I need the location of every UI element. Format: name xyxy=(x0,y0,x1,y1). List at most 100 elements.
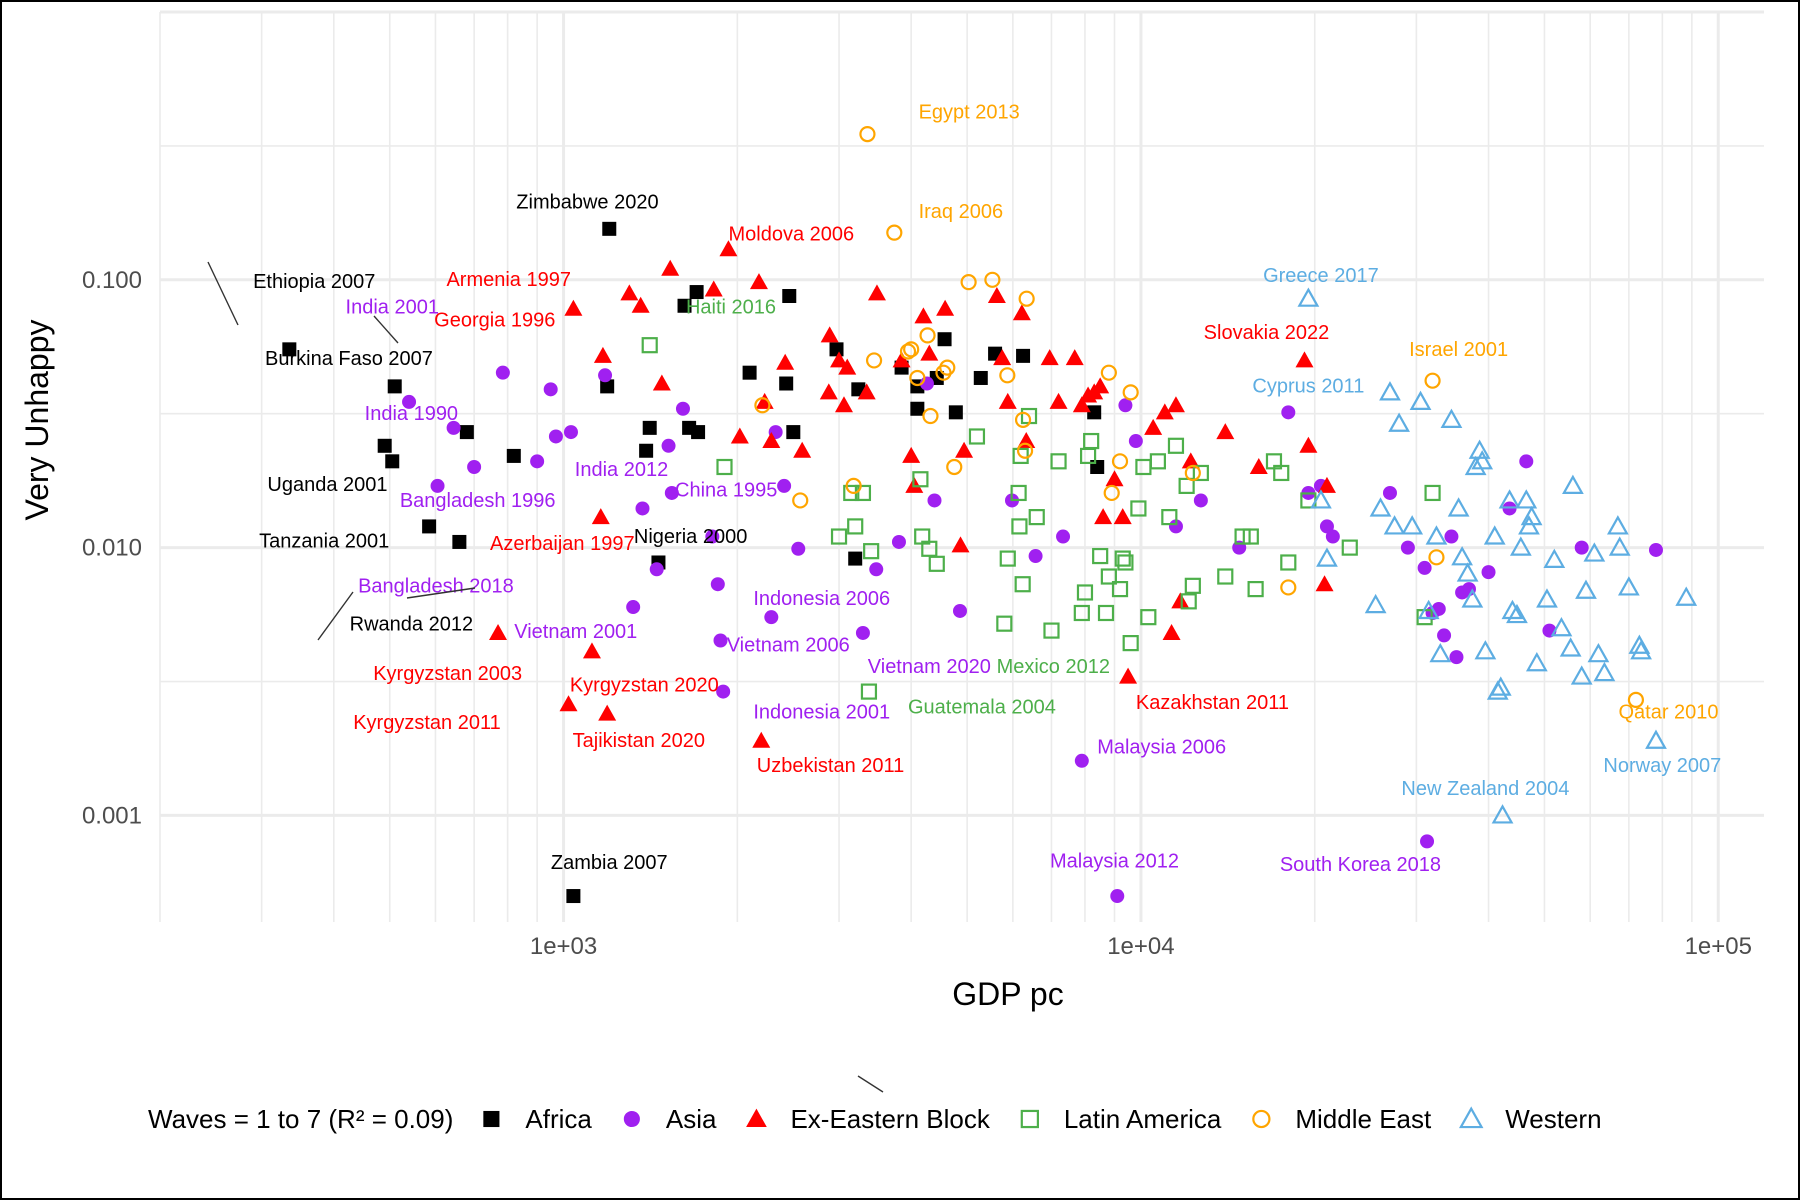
point-western xyxy=(1675,586,1698,606)
point-label: Azerbaijan 1997 xyxy=(490,533,635,555)
point-asia xyxy=(563,425,578,440)
point-latin-america xyxy=(996,615,1013,632)
point-label: Malaysia 2006 xyxy=(1097,737,1226,759)
point-ex-eastern-block xyxy=(730,427,749,444)
point-western xyxy=(1559,637,1582,657)
x-tick-label: 1e+04 xyxy=(1107,933,1174,960)
point-asia xyxy=(1519,454,1534,469)
point-label: Zambia 2007 xyxy=(551,852,668,874)
point-asia xyxy=(1128,434,1143,449)
point-latin-america xyxy=(1043,622,1060,639)
point-middle-east xyxy=(1424,372,1441,389)
point-asia xyxy=(1281,405,1296,420)
point-latin-america xyxy=(1280,554,1297,571)
point-middle-east xyxy=(1428,549,1445,566)
point-latin-america xyxy=(1100,568,1117,585)
x-axis-title: GDP pc xyxy=(952,976,1063,1012)
legend-key xyxy=(1458,1106,1484,1129)
point-ex-eastern-block xyxy=(1049,392,1068,409)
point-ex-eastern-block xyxy=(704,280,723,297)
point-ex-eastern-block xyxy=(955,441,974,458)
leader-line xyxy=(317,591,354,641)
point-label: Israel 2001 xyxy=(1409,339,1508,361)
point-asia xyxy=(1382,485,1397,500)
point-label: Zimbabwe 2020 xyxy=(516,191,658,213)
point-asia xyxy=(649,562,664,577)
point-middle-east xyxy=(903,341,920,358)
point-middle-east xyxy=(886,224,903,241)
point-ex-eastern-block xyxy=(867,284,886,301)
point-label: Bangladesh 2018 xyxy=(358,575,514,597)
point-middle-east xyxy=(946,458,963,476)
point-western xyxy=(1425,525,1448,545)
point-middle-east xyxy=(1100,364,1117,381)
data-points xyxy=(282,126,1698,904)
point-middle-east xyxy=(1016,442,1034,459)
point-africa xyxy=(691,425,706,440)
point-africa xyxy=(829,342,844,357)
point-asia xyxy=(530,454,545,469)
point-label: Iraq 2006 xyxy=(919,201,1004,223)
point-western xyxy=(1461,588,1484,608)
point-asia xyxy=(713,633,728,648)
point-ex-eastern-block xyxy=(793,441,812,458)
point-asia xyxy=(777,478,792,493)
point-asia xyxy=(1431,601,1446,616)
point-asia xyxy=(1325,529,1340,544)
legend-key xyxy=(483,1110,500,1128)
point-western xyxy=(1464,455,1487,476)
point-latin-america xyxy=(1184,577,1201,594)
point-label: Burkina Faso 2007 xyxy=(265,348,433,370)
x-tick-label: 1e+03 xyxy=(530,933,597,960)
leader-line xyxy=(373,315,399,344)
point-asia xyxy=(1056,529,1071,544)
point-ex-eastern-block xyxy=(598,704,617,721)
point-ex-eastern-block xyxy=(838,358,857,375)
legend-entry-label: Africa xyxy=(525,1104,592,1134)
point-africa xyxy=(948,405,963,420)
y-axis-title: Very Unhappy xyxy=(19,319,55,520)
legend-entry-label: Ex-Eastern Block xyxy=(790,1104,990,1134)
point-latin-america xyxy=(1247,581,1264,598)
point-ex-eastern-block xyxy=(652,374,671,391)
legend-key xyxy=(746,1108,767,1128)
point-western xyxy=(1575,579,1597,599)
point-western xyxy=(1474,640,1497,660)
point-label: South Korea 2018 xyxy=(1280,854,1441,876)
point-ex-eastern-block xyxy=(936,299,955,316)
point-latin-america xyxy=(860,683,878,700)
point-latin-america xyxy=(1180,593,1197,610)
point-asia xyxy=(675,401,690,416)
point-ex-eastern-block xyxy=(993,349,1012,366)
point-asia xyxy=(764,610,779,625)
point-ex-eastern-block xyxy=(631,296,650,313)
point-western xyxy=(1379,381,1401,401)
point-label: Tajikistan 2020 xyxy=(573,730,705,752)
point-labels: Egypt 2013 Iraq 2006 Moldova 2006 Zimbabwe … xyxy=(207,102,1721,1093)
point-latin-america xyxy=(1217,568,1234,585)
point-latin-america xyxy=(1076,584,1094,601)
point-africa xyxy=(566,889,581,904)
point-latin-america xyxy=(641,337,658,354)
point-latin-america xyxy=(999,550,1016,567)
point-latin-america xyxy=(1011,518,1028,535)
point-africa xyxy=(642,420,657,435)
point-western xyxy=(1515,489,1538,509)
point-asia xyxy=(1574,540,1589,555)
point-label: India 1990 xyxy=(365,403,458,425)
point-latin-america xyxy=(912,471,929,488)
point-western xyxy=(1543,548,1566,568)
point-africa xyxy=(779,376,794,391)
point-western xyxy=(1316,547,1338,567)
point-latin-america xyxy=(1161,509,1178,526)
point-ex-eastern-block xyxy=(489,623,508,640)
point-ex-eastern-block xyxy=(987,287,1006,304)
point-asia xyxy=(543,382,558,397)
point-asia xyxy=(869,562,884,577)
y-tick-label: 0.100 xyxy=(82,267,142,294)
point-middle-east xyxy=(939,359,956,376)
point-latin-america xyxy=(1117,554,1134,571)
point-ex-eastern-block xyxy=(1105,470,1124,487)
point-label: Vietnam 2020 xyxy=(868,656,991,678)
point-label: Nigeria 2000 xyxy=(634,526,747,548)
